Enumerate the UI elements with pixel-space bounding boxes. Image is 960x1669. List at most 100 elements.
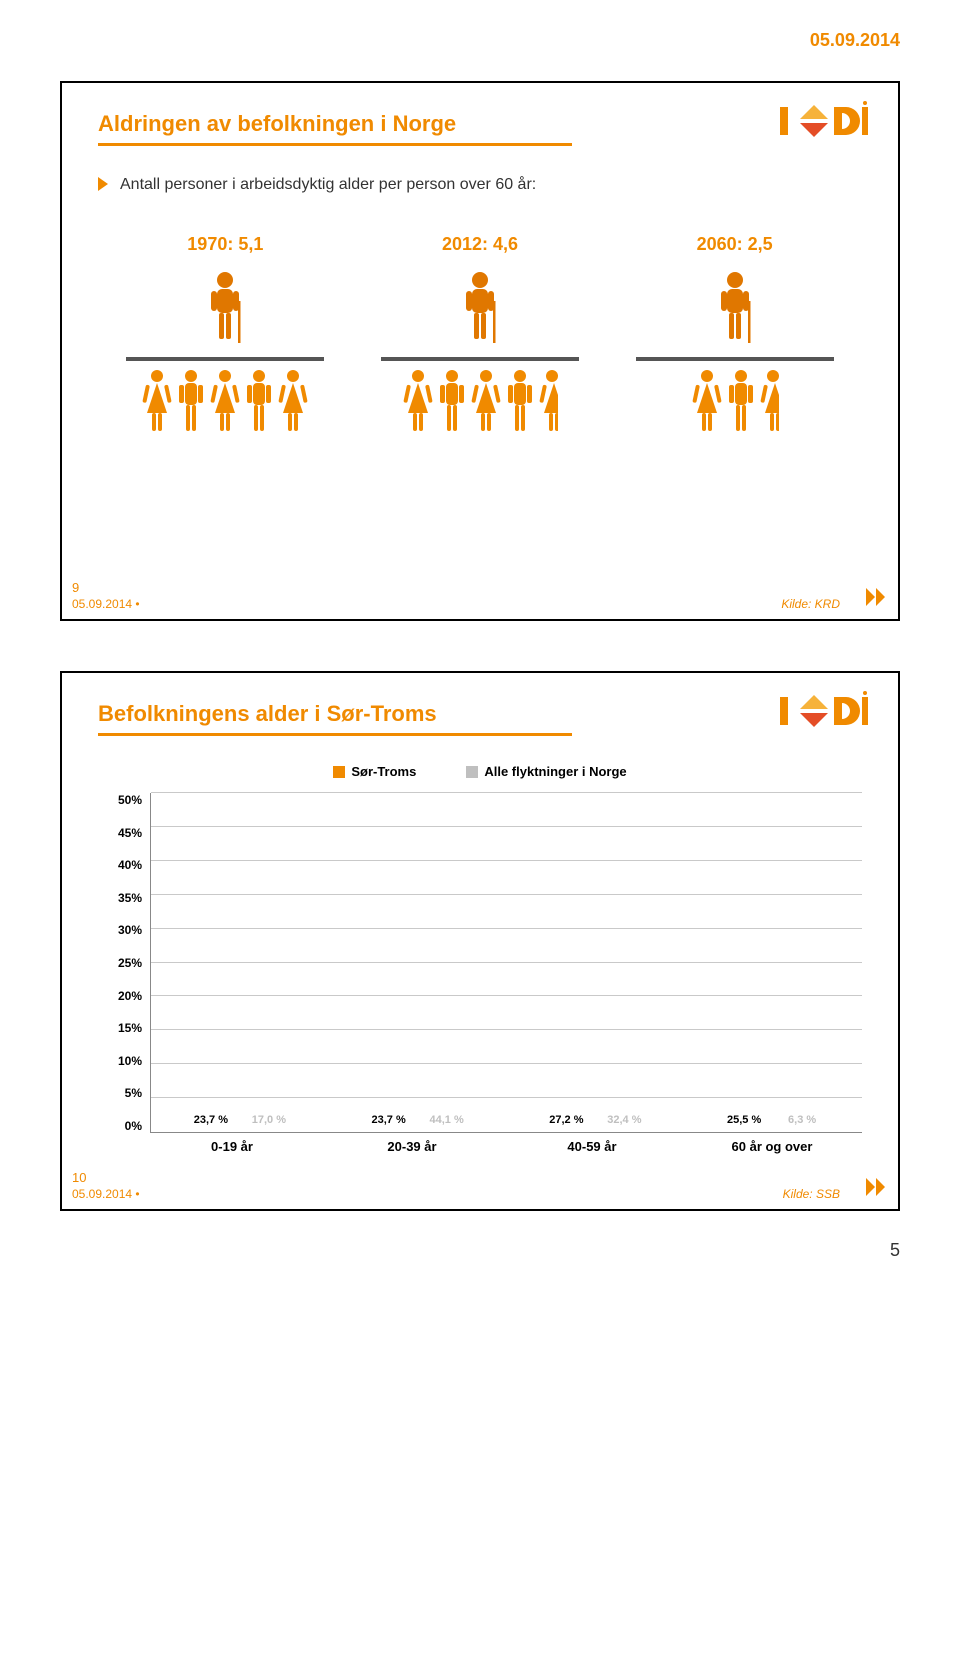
slide2-footer-date: 05.09.2014 • <box>72 1187 140 1201</box>
elder-icon <box>203 271 247 345</box>
bullet-arrow-icon <box>98 177 110 194</box>
legend-swatch-1 <box>466 766 478 778</box>
person-female-icon <box>277 369 309 438</box>
y-tick: 20% <box>118 989 142 1003</box>
divider-bar <box>126 357 324 361</box>
slide1-title: Aldringen av befolkningen i Norge <box>98 111 862 137</box>
gridline <box>151 1029 862 1030</box>
y-tick: 50% <box>118 793 142 807</box>
logo-imdi <box>780 691 870 736</box>
gridline <box>151 894 862 895</box>
header-date: 05.09.2014 <box>60 30 900 51</box>
legend-label-1: Alle flyktninger i Norge <box>484 764 626 779</box>
x-tick: 0-19 år <box>153 1139 311 1154</box>
bar-value-label: 23,7 % <box>194 1114 228 1126</box>
gridline <box>151 860 862 861</box>
divider-bar <box>636 357 834 361</box>
gridline <box>151 792 862 793</box>
forward-icon <box>866 1178 890 1201</box>
legend-label-0: Sør-Troms <box>351 764 416 779</box>
people-group-1 <box>370 271 590 438</box>
divider-bar <box>381 357 579 361</box>
person-male-icon <box>243 369 275 438</box>
y-axis: 50% 45% 40% 35% 30% 25% 20% 15% 10% 5% 0% <box>98 793 150 1133</box>
person-female-icon <box>402 369 434 438</box>
y-tick: 35% <box>118 891 142 905</box>
slide2-footer-date-text: 05.09.2014 <box>72 1187 132 1201</box>
x-tick: 40-59 år <box>513 1139 671 1154</box>
ratio-label-1: 2012: 4,6 <box>370 234 590 255</box>
person-female-icon <box>691 369 723 438</box>
ratio-labels-row: 1970: 5,1 2012: 4,6 2060: 2,5 <box>98 234 862 255</box>
y-tick: 0% <box>125 1119 142 1133</box>
y-tick: 40% <box>118 858 142 872</box>
person-male-icon <box>504 369 536 438</box>
title-underline <box>98 733 572 736</box>
workers-row <box>691 369 779 438</box>
person-female-icon <box>759 369 779 438</box>
slide2-footer: 10 05.09.2014 • Kilde: SSB <box>72 1170 880 1201</box>
gridline <box>151 1097 862 1098</box>
y-tick: 5% <box>125 1086 142 1100</box>
people-group-2 <box>625 271 845 438</box>
page-number: 5 <box>890 1240 900 1261</box>
person-female-icon <box>538 369 558 438</box>
gridline <box>151 1063 862 1064</box>
person-male-icon <box>725 369 757 438</box>
x-axis: 0-19 år 20-39 år 40-59 år 60 år og over <box>142 1139 862 1154</box>
x-tick: 20-39 år <box>333 1139 491 1154</box>
gridline <box>151 928 862 929</box>
person-male-icon <box>436 369 468 438</box>
gridline <box>151 826 862 827</box>
slide2-kilde: Kilde: SSB <box>783 1187 840 1201</box>
person-female-icon <box>470 369 502 438</box>
y-tick: 45% <box>118 826 142 840</box>
slide2-title: Befolkningens alder i Sør-Troms <box>98 701 862 727</box>
bar-value-label: 32,4 % <box>607 1114 641 1126</box>
forward-icon <box>866 588 890 611</box>
people-graphics-row <box>98 271 862 438</box>
person-male-icon <box>175 369 207 438</box>
slide1-footer-date: 05.09.2014 • <box>72 597 140 611</box>
gridline <box>151 962 862 963</box>
slide1-footer-date-text: 05.09.2014 <box>72 597 132 611</box>
slide1-kilde: Kilde: KRD <box>781 597 840 611</box>
chart-legend: Sør-Troms Alle flyktninger i Norge <box>98 764 862 779</box>
elder-icon <box>713 271 757 345</box>
legend-swatch-0 <box>333 766 345 778</box>
y-tick: 15% <box>118 1021 142 1035</box>
x-tick: 60 år og over <box>693 1139 851 1154</box>
bar-groups: 23,7 % 17,0 % 23,7 % 44,1 % 27,2 % 32,4 % 25,5… <box>151 793 862 1132</box>
bar-value-label: 23,7 % <box>372 1114 406 1126</box>
bar-value-label: 44,1 % <box>430 1114 464 1126</box>
y-tick: 10% <box>118 1054 142 1068</box>
bar-value-label: 17,0 % <box>252 1114 286 1126</box>
bar-value-label: 6,3 % <box>788 1114 816 1126</box>
slide-1: Aldringen av befolkningen i Norge Antall… <box>60 81 900 621</box>
ratio-label-2: 2060: 2,5 <box>625 234 845 255</box>
workers-row <box>402 369 558 438</box>
slide1-bullet-text: Antall personer i arbeidsdyktig alder pe… <box>120 176 536 194</box>
slide-2: Befolkningens alder i Sør-Troms Sør-Trom… <box>60 671 900 1211</box>
slide2-num: 10 <box>72 1170 140 1185</box>
ratio-label-0: 1970: 5,1 <box>115 234 335 255</box>
people-group-0 <box>115 271 335 438</box>
slide1-bullet-row: Antall personer i arbeidsdyktig alder pe… <box>98 176 862 194</box>
gridline <box>151 995 862 996</box>
plot-area: 23,7 % 17,0 % 23,7 % 44,1 % 27,2 % 32,4 % 25,5… <box>150 793 862 1133</box>
slide1-footer: 9 05.09.2014 • Kilde: KRD <box>72 580 880 611</box>
legend-item-1: Alle flyktninger i Norge <box>466 764 626 779</box>
slide1-num: 9 <box>72 580 140 595</box>
elder-icon <box>458 271 502 345</box>
person-female-icon <box>209 369 241 438</box>
bar-value-label: 25,5 % <box>727 1114 761 1126</box>
bar-value-label: 27,2 % <box>549 1114 583 1126</box>
person-female-icon <box>141 369 173 438</box>
legend-item-0: Sør-Troms <box>333 764 416 779</box>
logo-imdi <box>780 101 870 146</box>
title-underline <box>98 143 572 146</box>
y-tick: 25% <box>118 956 142 970</box>
workers-row <box>141 369 309 438</box>
bar-chart: 50% 45% 40% 35% 30% 25% 20% 15% 10% 5% 0% 23,7 % 17… <box>98 793 862 1133</box>
y-tick: 30% <box>118 923 142 937</box>
